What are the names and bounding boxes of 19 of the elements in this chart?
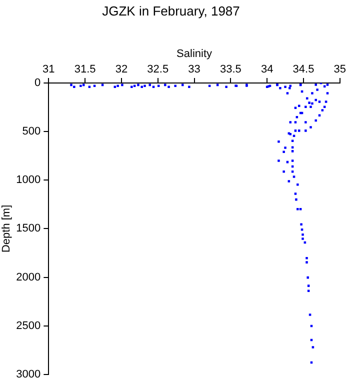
y-tick-label: 1500 bbox=[16, 222, 41, 235]
y-tick-label: 500 bbox=[22, 126, 41, 138]
x-tick-label: 31 bbox=[42, 63, 55, 76]
chart-title: JGZK in February, 1987 bbox=[102, 3, 240, 18]
x-tick-label: 31.5 bbox=[74, 63, 96, 76]
x-tick-label: 33.5 bbox=[220, 63, 242, 76]
y-tick-label: 0 bbox=[34, 77, 41, 90]
y-tick-label: 2000 bbox=[16, 271, 41, 284]
x-tick-label: 35 bbox=[334, 63, 346, 76]
x-tick-label: 34.5 bbox=[292, 63, 314, 76]
y-tick-label: 2500 bbox=[16, 320, 41, 332]
y-axis-title: Depth [m] bbox=[0, 204, 13, 253]
y-tick-label: 1000 bbox=[16, 174, 41, 186]
y-tick-label: 3000 bbox=[16, 368, 41, 380]
x-tick-label: 33 bbox=[188, 63, 200, 76]
x-tick-label: 34 bbox=[260, 63, 274, 76]
x-axis-title: Salinity bbox=[176, 48, 212, 60]
x-tick-label: 32 bbox=[115, 63, 128, 76]
x-tick-label: 32.5 bbox=[147, 63, 169, 76]
